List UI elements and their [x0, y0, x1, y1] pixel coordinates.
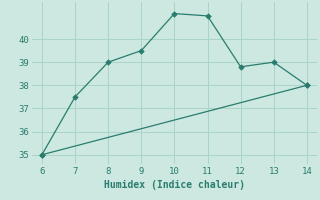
X-axis label: Humidex (Indice chaleur): Humidex (Indice chaleur)	[104, 180, 245, 190]
